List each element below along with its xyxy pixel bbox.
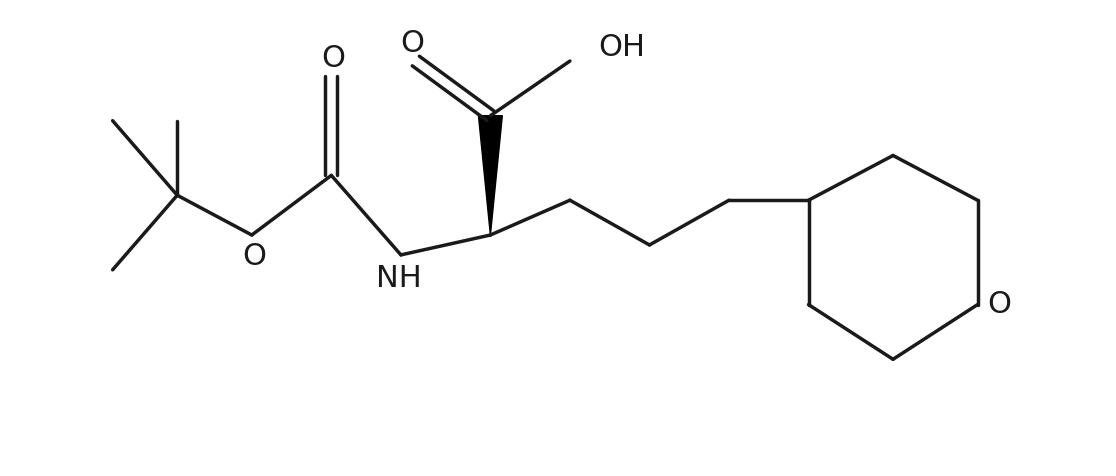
Polygon shape — [479, 116, 502, 235]
Text: OH: OH — [598, 33, 645, 61]
Text: O: O — [321, 44, 345, 72]
Text: O: O — [242, 242, 266, 271]
Text: O: O — [988, 290, 1011, 319]
Text: NH: NH — [376, 264, 422, 293]
Text: O: O — [400, 29, 424, 58]
